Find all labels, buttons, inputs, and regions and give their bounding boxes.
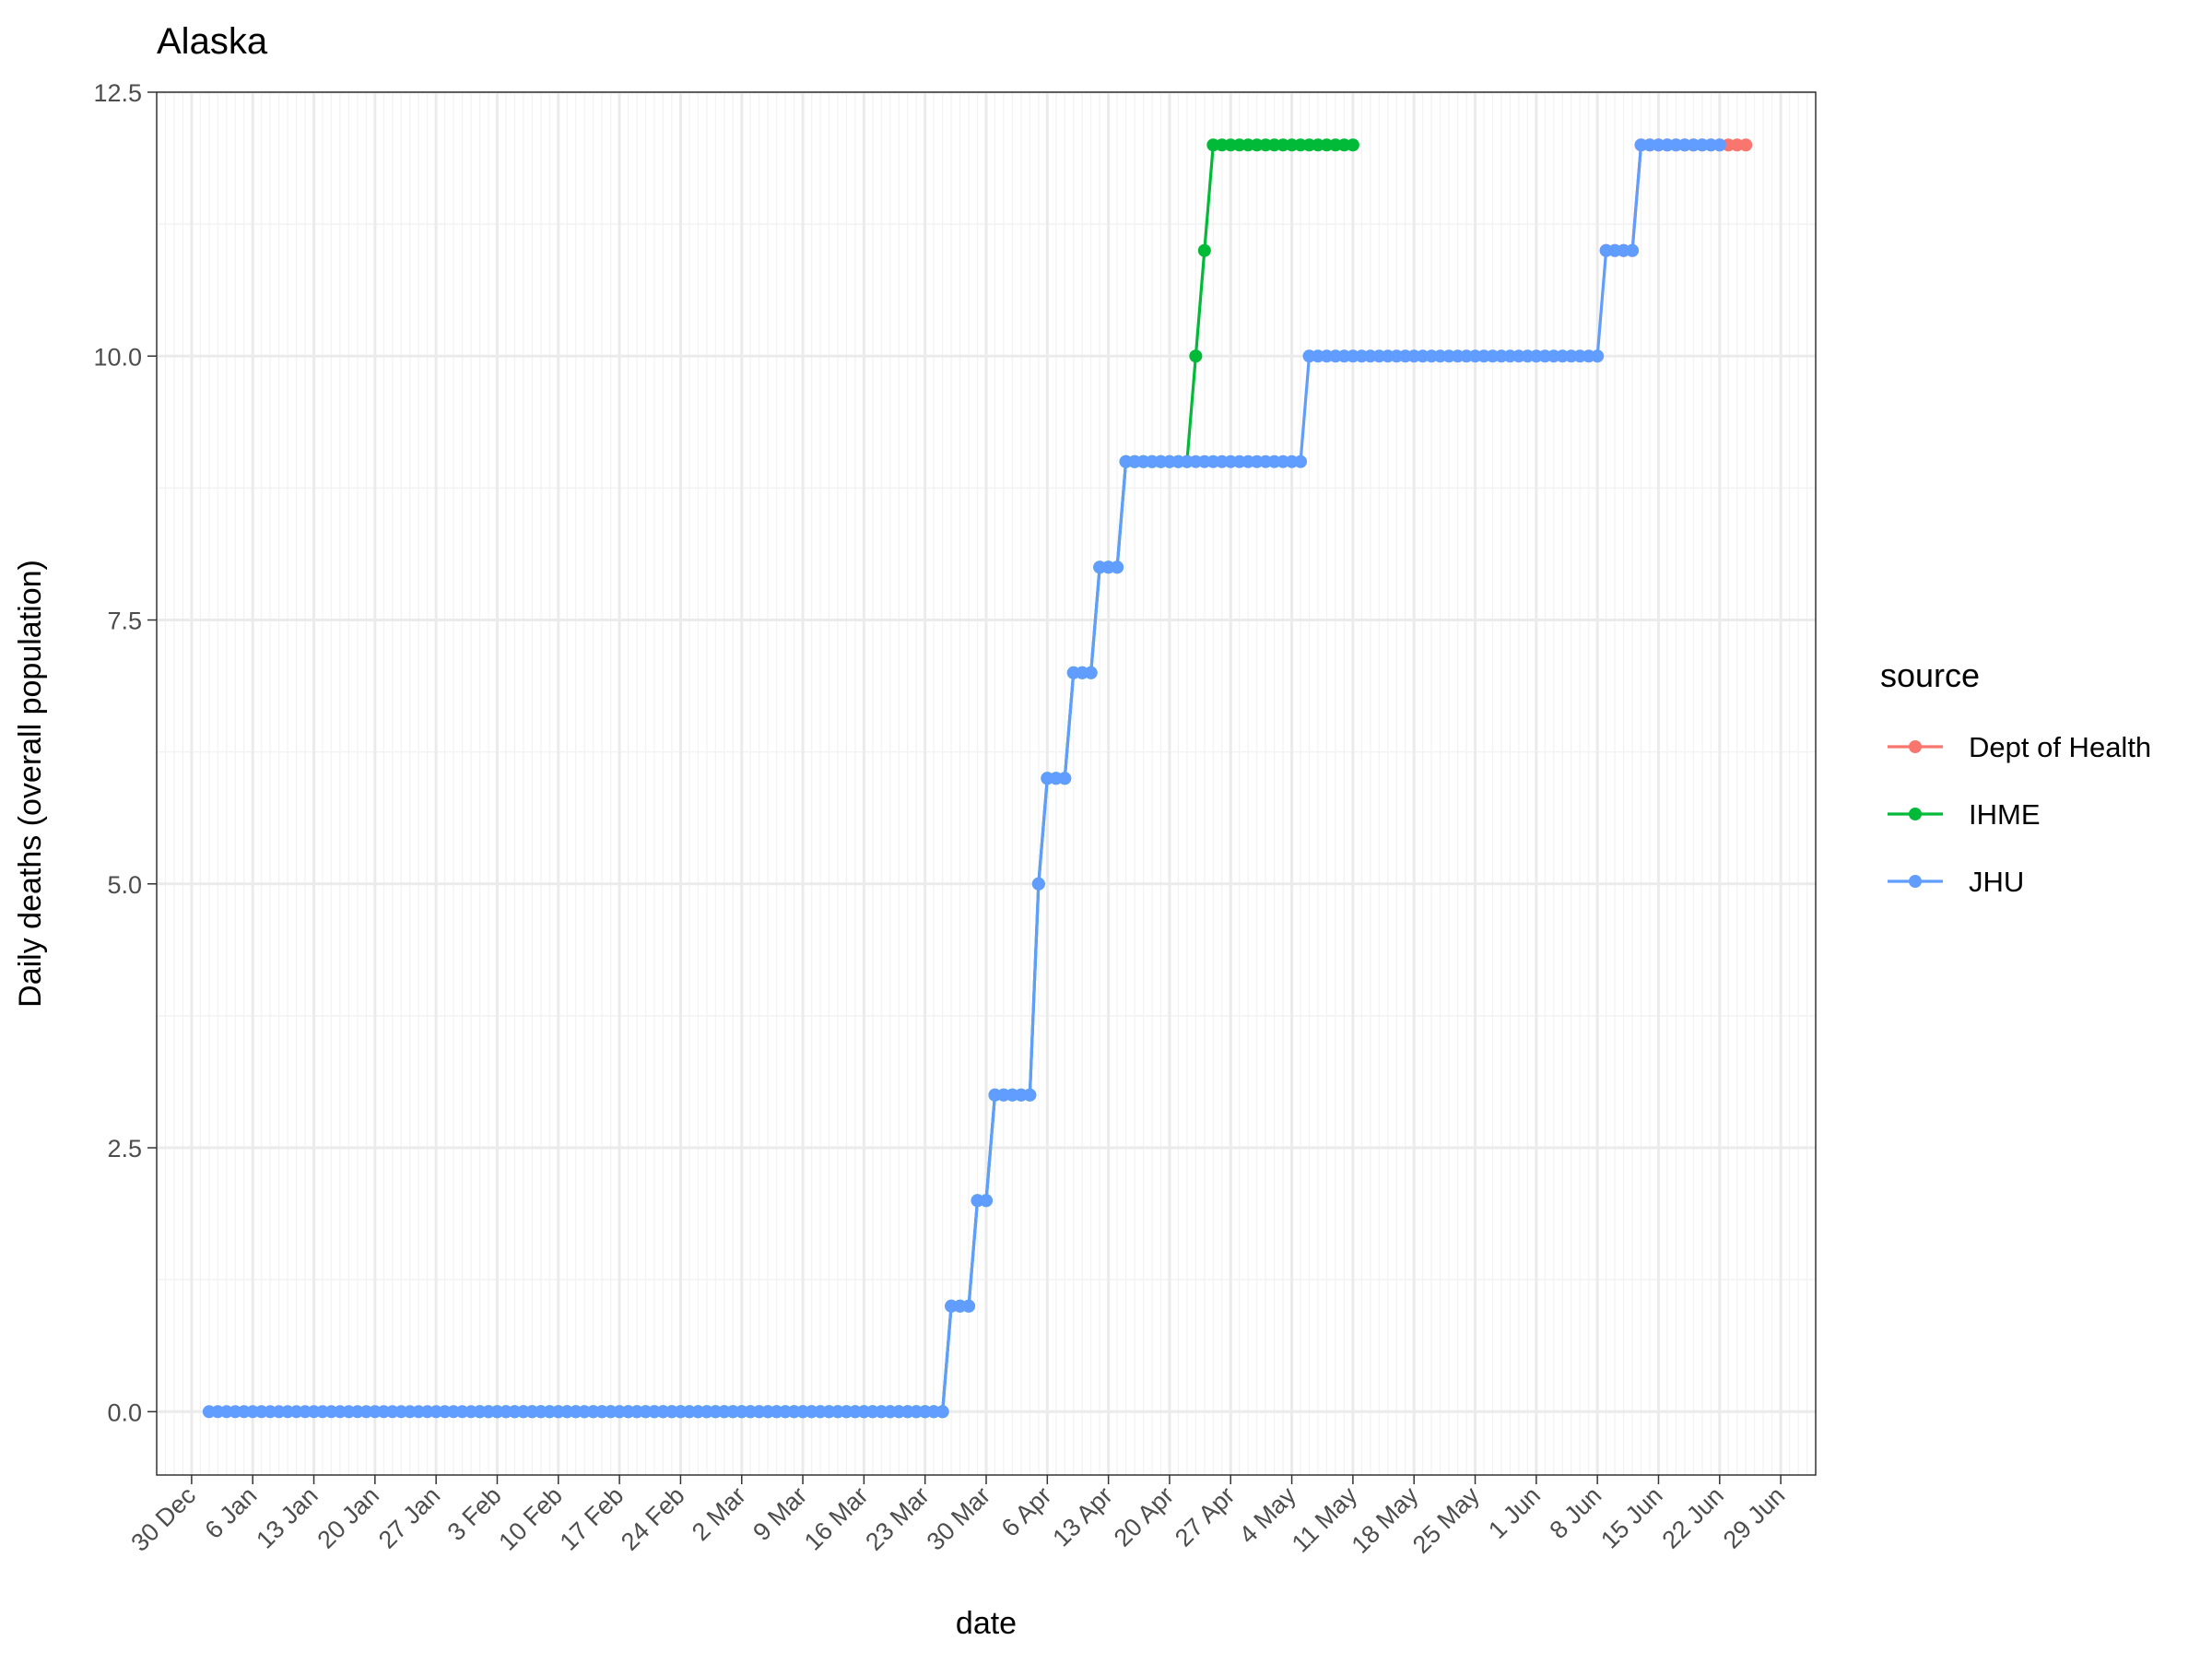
x-axis-title: date (956, 1606, 1017, 1641)
data-point (1739, 138, 1753, 152)
data-point (980, 1194, 993, 1208)
x-tick-label: 10 Feb (493, 1481, 568, 1556)
x-tick-label: 24 Feb (616, 1481, 690, 1556)
data-point (935, 1405, 949, 1419)
series-layer (202, 138, 1753, 1419)
data-point (1591, 349, 1605, 363)
y-tick-label: 12.5 (93, 79, 142, 107)
x-tick-label: 30 Dec (125, 1481, 201, 1557)
y-tick-label: 5.0 (107, 871, 142, 899)
y-tick-label: 7.5 (107, 608, 142, 635)
x-tick-label: 2 Mar (687, 1481, 751, 1546)
data-point (1346, 138, 1359, 152)
legend-key-point (1909, 740, 1922, 753)
x-tick-label: 15 Jun (1595, 1481, 1668, 1554)
legend-item: IHME (1888, 798, 2041, 831)
x-tick-label: 25 May (1407, 1481, 1485, 1559)
legend-key-point (1909, 808, 1922, 820)
x-tick-label: 27 Apr (1170, 1481, 1240, 1552)
series-jhu (202, 138, 1726, 1419)
x-tick-label: 27 Jan (373, 1481, 446, 1554)
x-tick-label: 30 Mar (922, 1481, 996, 1556)
legend-label: JHU (1969, 866, 2024, 898)
legend-label: Dept of Health (1969, 731, 2151, 763)
legend-label: IHME (1969, 798, 2041, 831)
x-tick-label: 23 Mar (860, 1481, 935, 1556)
data-point (1189, 349, 1203, 363)
data-point (1712, 138, 1726, 152)
data-point (962, 1299, 976, 1313)
legend: source Dept of Health IHME JHU (1880, 656, 2151, 898)
legend-item: JHU (1888, 866, 2024, 898)
data-point (1626, 243, 1640, 257)
x-tick-label: 16 Mar (799, 1481, 874, 1556)
x-tick-label: 11 May (1287, 1481, 1363, 1558)
y-axis-title: Daily deaths (overall population) (13, 560, 48, 1008)
y-tick-label: 0.0 (107, 1398, 142, 1426)
data-point (1058, 772, 1072, 785)
legend-title: source (1880, 656, 1980, 694)
data-point (1031, 877, 1045, 891)
x-tick-label: 1 Jun (1483, 1481, 1546, 1544)
legend-item: Dept of Health (1888, 731, 2151, 763)
x-tick-label: 22 Jun (1656, 1481, 1729, 1554)
data-point (1084, 666, 1098, 679)
x-tick-label: 17 Feb (555, 1481, 629, 1556)
x-tick-label: 13 Jan (251, 1481, 324, 1554)
chart-title: Alaska (157, 21, 268, 62)
data-point (1197, 243, 1211, 257)
x-tick-label: 20 Apr (1109, 1481, 1179, 1552)
y-tick-label: 10.0 (93, 343, 142, 371)
x-tick-label: 20 Jan (312, 1481, 385, 1554)
data-point (1111, 561, 1124, 574)
legend-key-point (1909, 875, 1922, 888)
grid (156, 90, 1817, 1475)
data-point (1294, 454, 1308, 468)
y-tick-label: 2.5 (107, 1135, 142, 1162)
x-tick-label: 13 Apr (1047, 1481, 1117, 1552)
data-point (1023, 1088, 1037, 1102)
x-tick-label: 18 May (1347, 1481, 1424, 1559)
x-tick-label: 29 Jun (1718, 1481, 1791, 1554)
